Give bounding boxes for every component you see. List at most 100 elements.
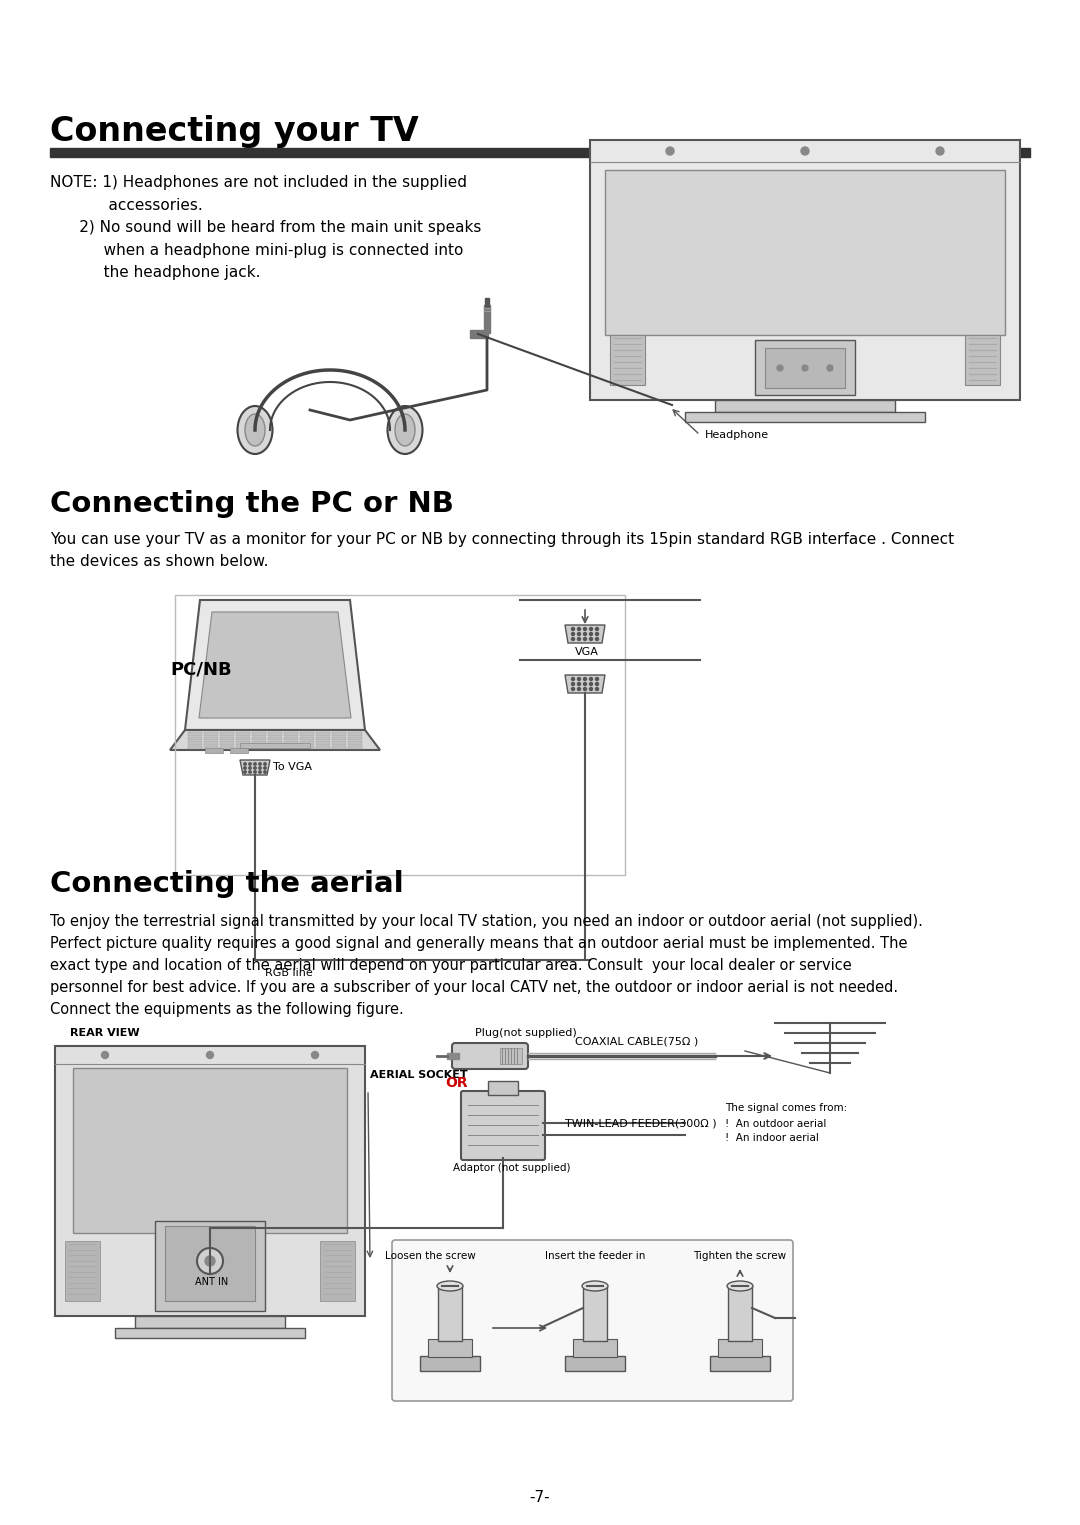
Text: REAR VIEW: REAR VIEW bbox=[70, 1028, 139, 1039]
Text: the devices as shown below.: the devices as shown below. bbox=[50, 554, 269, 569]
Circle shape bbox=[197, 1247, 222, 1273]
Bar bbox=[488, 1081, 518, 1095]
Bar bbox=[268, 746, 282, 749]
Ellipse shape bbox=[395, 413, 415, 445]
Circle shape bbox=[571, 633, 575, 636]
Bar bbox=[237, 746, 249, 749]
Bar bbox=[237, 732, 249, 735]
Bar bbox=[610, 336, 645, 384]
Text: when a headphone mini-plug is connected into: when a headphone mini-plug is connected … bbox=[50, 242, 463, 258]
Bar bbox=[420, 1356, 480, 1371]
Circle shape bbox=[244, 770, 246, 773]
Circle shape bbox=[102, 1052, 108, 1058]
Circle shape bbox=[583, 637, 586, 640]
Circle shape bbox=[777, 364, 783, 371]
Text: Connecting the PC or NB: Connecting the PC or NB bbox=[50, 490, 454, 519]
Bar bbox=[252, 746, 266, 749]
Ellipse shape bbox=[727, 1281, 753, 1292]
Text: You can use your TV as a monitor for your PC or NB by connecting through its 15p: You can use your TV as a monitor for you… bbox=[50, 532, 954, 547]
Bar bbox=[316, 732, 330, 735]
Text: TWIN-LEAD FEEDER(300Ω ): TWIN-LEAD FEEDER(300Ω ) bbox=[565, 1118, 717, 1128]
Text: COAXIAL CABLE(75Ω ): COAXIAL CABLE(75Ω ) bbox=[575, 1035, 699, 1046]
Bar bbox=[447, 1052, 459, 1058]
Circle shape bbox=[254, 762, 256, 766]
Circle shape bbox=[590, 633, 593, 636]
Text: NOTE: 1) Headphones are not included in the supplied: NOTE: 1) Headphones are not included in … bbox=[50, 175, 467, 191]
Bar bbox=[268, 732, 282, 735]
Bar bbox=[300, 737, 314, 740]
Bar bbox=[165, 1226, 255, 1301]
Text: personnel for best advice. If you are a subscriber of your local CATV net, the o: personnel for best advice. If you are a … bbox=[50, 981, 899, 994]
Circle shape bbox=[801, 146, 809, 156]
Circle shape bbox=[259, 762, 261, 766]
Circle shape bbox=[595, 677, 598, 680]
Polygon shape bbox=[240, 759, 270, 775]
Bar bbox=[55, 1046, 365, 1316]
Text: Connecting the aerial: Connecting the aerial bbox=[50, 869, 404, 898]
Circle shape bbox=[205, 1257, 215, 1266]
Text: !  An indoor aerial: ! An indoor aerial bbox=[725, 1133, 819, 1144]
Circle shape bbox=[244, 767, 246, 769]
Bar bbox=[300, 741, 314, 744]
Bar bbox=[188, 741, 202, 744]
Ellipse shape bbox=[238, 406, 272, 454]
Bar bbox=[428, 1339, 472, 1357]
Text: Tighten the screw: Tighten the screw bbox=[693, 1250, 786, 1261]
Circle shape bbox=[583, 627, 586, 630]
Bar bbox=[573, 1339, 617, 1357]
Bar bbox=[220, 732, 234, 735]
Bar bbox=[485, 297, 489, 308]
Bar bbox=[240, 743, 310, 747]
Circle shape bbox=[254, 770, 256, 773]
Polygon shape bbox=[170, 730, 380, 750]
Polygon shape bbox=[565, 625, 605, 644]
Text: -7-: -7- bbox=[529, 1490, 551, 1505]
Circle shape bbox=[827, 364, 833, 371]
Circle shape bbox=[590, 688, 593, 691]
Bar bbox=[765, 348, 845, 387]
Circle shape bbox=[595, 683, 598, 686]
Circle shape bbox=[264, 767, 266, 769]
Bar bbox=[332, 741, 346, 744]
Bar bbox=[65, 1241, 100, 1301]
Ellipse shape bbox=[437, 1281, 463, 1292]
Bar bbox=[348, 732, 362, 735]
FancyBboxPatch shape bbox=[392, 1240, 793, 1401]
Bar bbox=[565, 1356, 625, 1371]
Bar bbox=[300, 732, 314, 735]
Circle shape bbox=[571, 677, 575, 680]
Circle shape bbox=[259, 767, 261, 769]
Circle shape bbox=[248, 767, 252, 769]
Bar bbox=[188, 737, 202, 740]
Circle shape bbox=[244, 762, 246, 766]
Circle shape bbox=[206, 1052, 214, 1058]
Bar bbox=[583, 1286, 607, 1340]
Bar bbox=[348, 741, 362, 744]
Bar bbox=[230, 747, 248, 753]
Text: To enjoy the terrestrial signal transmitted by your local TV station, you need a: To enjoy the terrestrial signal transmit… bbox=[50, 913, 923, 929]
Circle shape bbox=[595, 627, 598, 630]
Circle shape bbox=[583, 677, 586, 680]
Bar bbox=[204, 732, 218, 735]
Bar bbox=[237, 737, 249, 740]
Text: Adaptor (not supplied): Adaptor (not supplied) bbox=[453, 1164, 570, 1173]
Circle shape bbox=[248, 770, 252, 773]
Circle shape bbox=[666, 146, 674, 156]
Bar bbox=[252, 737, 266, 740]
Circle shape bbox=[571, 688, 575, 691]
Text: PC/NB: PC/NB bbox=[170, 660, 231, 679]
Bar bbox=[500, 1048, 522, 1064]
Bar bbox=[316, 741, 330, 744]
Circle shape bbox=[264, 770, 266, 773]
Text: OR: OR bbox=[445, 1077, 468, 1090]
Circle shape bbox=[578, 637, 581, 640]
Circle shape bbox=[248, 762, 252, 766]
Bar bbox=[332, 746, 346, 749]
Bar bbox=[284, 737, 298, 740]
Circle shape bbox=[590, 637, 593, 640]
Circle shape bbox=[595, 688, 598, 691]
Circle shape bbox=[590, 683, 593, 686]
Bar bbox=[710, 1356, 770, 1371]
Circle shape bbox=[595, 633, 598, 636]
Text: exact type and location of the aerial will depend on your particular area. Consu: exact type and location of the aerial wi… bbox=[50, 958, 852, 973]
